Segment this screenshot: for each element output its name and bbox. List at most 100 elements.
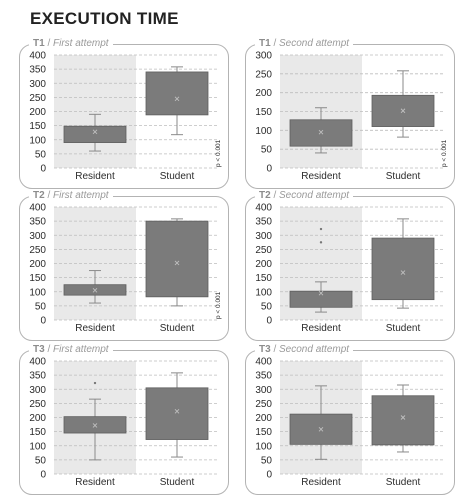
- y-tick-label: 300: [29, 385, 46, 396]
- x-category-label: Student: [160, 171, 195, 182]
- x-category-label: Resident: [75, 171, 115, 182]
- y-tick-label: 250: [29, 93, 46, 104]
- x-category-label: Resident: [75, 323, 115, 334]
- y-tick-label: 50: [261, 301, 273, 312]
- mean-marker-resident: [92, 129, 98, 135]
- chart-panel-t2-second: T2 / Second attempt 0 50 100 150 200 250 300 35…: [245, 189, 455, 341]
- y-tick-label: 100: [255, 441, 272, 452]
- panel-label: T3: [33, 344, 45, 355]
- panel-subtitle: Second attempt: [279, 38, 350, 49]
- y-tick-label: 250: [255, 245, 272, 256]
- x-category-label: Student: [160, 477, 195, 488]
- mean-marker-student: [174, 408, 180, 414]
- y-tick-label: 350: [255, 217, 272, 228]
- x-category-label: Student: [386, 477, 421, 488]
- y-tick-label: 0: [266, 316, 272, 327]
- y-tick-label: 150: [255, 107, 272, 118]
- chart-panel-t2-first: T2 / First attempt 0 50 100 150 200 250 300 350…: [19, 189, 229, 341]
- y-tick-label: 400: [255, 203, 272, 214]
- x-category-label: Student: [386, 171, 421, 182]
- y-tick-label: 400: [29, 51, 46, 62]
- y-tick-label: 400: [255, 357, 272, 368]
- y-tick-label: 100: [29, 441, 46, 452]
- y-tick-label: 150: [29, 427, 46, 438]
- y-tick-label: 400: [29, 357, 46, 368]
- outlier-point-resident: [93, 381, 97, 385]
- box-student: [145, 220, 209, 298]
- mean-marker-resident: [318, 129, 324, 135]
- p-value-annotation: p < 0.001: [215, 291, 222, 319]
- y-tick-label: 200: [255, 413, 272, 424]
- box-student: [145, 387, 209, 440]
- y-tick-label: 100: [255, 287, 272, 298]
- y-tick-label: 350: [255, 371, 272, 382]
- y-tick-label: 0: [40, 316, 46, 327]
- mean-marker-resident: [318, 427, 324, 432]
- outlier-point-resident: [319, 241, 323, 244]
- x-category-label: Resident: [301, 323, 341, 334]
- x-category-label: Resident: [301, 477, 341, 488]
- p-value-annotation: p < 0.001: [441, 139, 448, 167]
- mean-marker-student: [400, 108, 406, 114]
- chart-panel-t1-second: T1 / Second attempt 0 50 100 150 200 250 300 Re…: [245, 37, 455, 189]
- chart-panel-t1-first: T1 / First attempt 0 50 100 150 200 250 300 350…: [19, 37, 229, 189]
- mean-marker-resident: [92, 288, 98, 293]
- box-plot-svg: 0 50 100 150 200 250 300 350 400 Resident Student: [29, 357, 218, 488]
- y-tick-label: 50: [35, 455, 47, 466]
- y-tick-label: 300: [29, 79, 46, 90]
- panel-title: T3 / First attempt: [29, 343, 113, 357]
- box-resident: [289, 119, 353, 147]
- panel-subtitle: Second attempt: [279, 190, 350, 201]
- box-plot-svg: 0 50 100 150 200 250 300 350 400 Resident Student p…: [29, 51, 222, 183]
- y-tick-label: 300: [255, 385, 272, 396]
- x-category-label: Student: [386, 323, 421, 334]
- box-student: [145, 71, 209, 116]
- y-tick-label: 350: [29, 371, 46, 382]
- y-tick-label: 150: [255, 273, 272, 284]
- x-category-label: Resident: [301, 171, 341, 182]
- panel-label: T1: [33, 38, 45, 49]
- y-tick-label: 150: [255, 427, 272, 438]
- chart-panel-t3-second: T3 / Second attempt 0 50 100 150 200 250 300 35…: [245, 343, 455, 495]
- mean-marker-student: [174, 96, 180, 102]
- x-category-label: Student: [160, 323, 195, 334]
- panel-title: T1 / First attempt: [29, 37, 113, 51]
- y-tick-label: 250: [255, 69, 272, 80]
- y-tick-label: 300: [255, 231, 272, 242]
- y-tick-label: 50: [35, 149, 47, 160]
- y-tick-label: 200: [29, 259, 46, 270]
- y-tick-label: 350: [29, 217, 46, 228]
- box-plot-svg: 0 50 100 150 200 250 300 350 400 Resident Student p…: [29, 203, 222, 335]
- mean-marker-student: [174, 260, 180, 266]
- y-tick-label: 250: [255, 399, 272, 410]
- outlier-point-resident: [319, 227, 323, 231]
- panel-label: T2: [33, 190, 45, 201]
- y-tick-label: 0: [266, 164, 272, 175]
- box-plot-svg: 0 50 100 150 200 250 300 350 400 Resident Student: [255, 357, 444, 488]
- y-tick-label: 200: [29, 107, 46, 118]
- y-tick-label: 100: [29, 135, 46, 146]
- panel-subtitle: First attempt: [53, 38, 109, 49]
- panel-subtitle: First attempt: [53, 190, 109, 201]
- y-tick-label: 100: [255, 126, 272, 137]
- y-tick-label: 300: [29, 231, 46, 242]
- y-tick-label: 350: [29, 65, 46, 76]
- mean-marker-student: [400, 270, 406, 275]
- y-tick-label: 50: [35, 301, 47, 312]
- y-tick-label: 250: [29, 399, 46, 410]
- figure-title: EXECUTION TIME: [30, 9, 179, 28]
- y-tick-label: 250: [29, 245, 46, 256]
- y-tick-label: 50: [261, 455, 273, 466]
- y-tick-label: 200: [255, 88, 272, 99]
- box-resident: [63, 125, 127, 143]
- box-plot-svg: 0 50 100 150 200 250 300 Resident Student p < 0.0…: [255, 51, 448, 183]
- mean-marker-resident: [92, 423, 98, 428]
- panel-title: T2 / First attempt: [29, 189, 113, 203]
- box-student: [371, 395, 435, 446]
- y-tick-label: 50: [261, 145, 273, 156]
- x-category-label: Resident: [75, 477, 115, 488]
- box-plot-svg: 0 50 100 150 200 250 300 350 400 Resident Student: [255, 203, 444, 334]
- panel-label: T2: [259, 190, 271, 201]
- y-tick-label: 150: [29, 273, 46, 284]
- y-tick-label: 200: [255, 259, 272, 270]
